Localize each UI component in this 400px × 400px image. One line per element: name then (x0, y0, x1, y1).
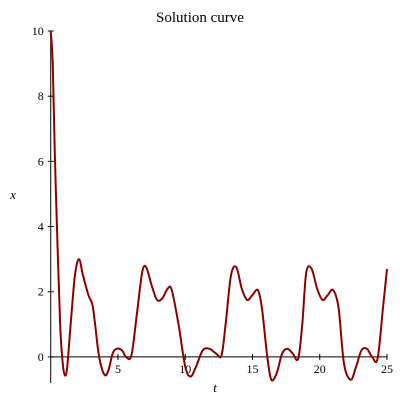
chart-title: Solution curve (156, 10, 244, 26)
x-tick-label: 20 (314, 362, 326, 376)
x-tick-label: 15 (246, 362, 258, 376)
y-tick-label: 2 (38, 285, 44, 299)
solution-curve (49, 30, 388, 382)
y-tick-label: 10 (32, 24, 44, 38)
y-tick-label: 8 (38, 89, 44, 103)
y-tick-label: 0 (38, 350, 44, 364)
x-tick-label: 5 (115, 362, 121, 376)
y-tick-label: 6 (38, 154, 44, 168)
y-tick-label: 4 (38, 220, 44, 234)
x-tick-label: 25 (381, 362, 393, 376)
y-ticks: 0 2 4 6 8 10 (32, 24, 54, 364)
x-axis-label: t (213, 380, 217, 395)
y-axis-label: x (9, 187, 16, 202)
